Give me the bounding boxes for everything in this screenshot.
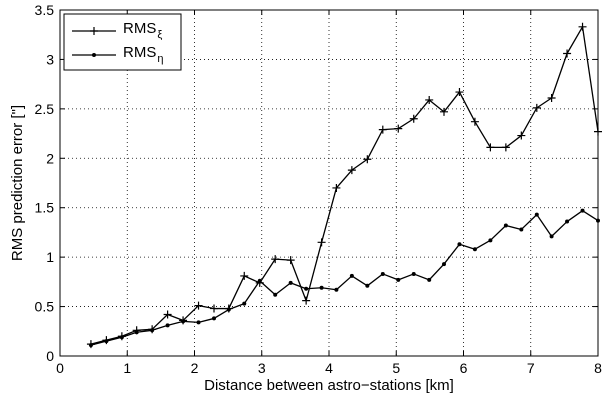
data-point [378, 125, 387, 134]
x-tick-label: 5 [392, 360, 400, 376]
data-point [319, 285, 324, 290]
y-tick-label: 1.5 [35, 200, 55, 216]
data-point [457, 242, 462, 247]
data-point [425, 95, 434, 104]
y-tick-label: 2 [46, 150, 54, 166]
data-point [302, 296, 311, 305]
data-point [288, 280, 293, 285]
x-tick-label: 3 [258, 360, 266, 376]
data-point [304, 286, 309, 291]
data-point [532, 103, 541, 112]
data-point [273, 292, 278, 297]
data-point [332, 183, 341, 192]
data-point [134, 330, 139, 335]
data-point [470, 117, 479, 126]
x-tick-label: 1 [123, 360, 131, 376]
data-point [441, 262, 446, 267]
data-point [565, 219, 570, 224]
data-point [396, 277, 401, 282]
data-point [380, 271, 385, 276]
data-point [501, 143, 510, 152]
series-line [90, 26, 599, 345]
legend-entry: RMSη [72, 44, 163, 65]
y-tick-label: 1 [46, 249, 54, 265]
data-point [242, 301, 247, 306]
data-point [503, 223, 508, 228]
data-point [549, 234, 554, 239]
data-point [472, 247, 477, 252]
data-point [439, 107, 448, 116]
data-point [317, 238, 326, 247]
x-tick-label: 4 [325, 360, 333, 376]
grid [60, 10, 598, 356]
series-layer [86, 22, 602, 349]
y-tick-label: 0.5 [35, 299, 55, 315]
data-point [488, 238, 493, 243]
data-point [271, 255, 280, 264]
legend-label-subscript: ξ [157, 29, 162, 41]
y-tick-label: 2.5 [35, 101, 55, 117]
data-point [88, 343, 93, 348]
data-point [194, 301, 203, 310]
data-point [578, 22, 587, 31]
x-tick-label: 0 [56, 360, 64, 376]
ticks: 0 1 2 3 4 5 6 7 8 0 0.5 1 1.5 2 2.5 3 3.5 [35, 2, 602, 376]
series-1 [86, 22, 602, 349]
data-point [226, 307, 231, 312]
data-point [455, 88, 464, 97]
legend-label: RMSη [123, 44, 163, 65]
data-point [563, 49, 572, 58]
x-tick-label: 7 [527, 360, 535, 376]
data-point [519, 227, 524, 232]
data-point [286, 256, 295, 265]
series-line [90, 210, 599, 346]
data-point [165, 323, 170, 328]
legend-box [63, 13, 182, 71]
data-point [517, 131, 526, 140]
x-tick-label: 2 [191, 360, 199, 376]
legend-entry: RMSξ [72, 20, 162, 41]
x-tick-label: 6 [460, 360, 468, 376]
legend-label-subscript: η [157, 53, 163, 65]
data-point [119, 335, 124, 340]
y-tick-label: 0 [46, 348, 54, 364]
data-point [212, 316, 217, 321]
data-point [547, 93, 556, 102]
y-tick-label: 3 [46, 51, 54, 67]
data-point [363, 155, 372, 164]
data-point [580, 208, 585, 213]
legend: RMSξ RMSη [63, 13, 182, 71]
data-point [163, 310, 172, 319]
data-point [349, 273, 354, 278]
data-point [347, 166, 356, 175]
x-tick-label: 8 [594, 360, 602, 376]
data-point [411, 271, 416, 276]
data-point [409, 114, 418, 123]
series-2 [88, 208, 600, 348]
data-point [427, 277, 432, 282]
data-point [365, 283, 370, 288]
legend-label: RMSξ [123, 20, 162, 41]
data-point [196, 320, 201, 325]
data-point [394, 124, 403, 133]
data-point [334, 287, 339, 292]
data-point [150, 328, 155, 333]
data-point [104, 339, 109, 344]
x-axis-label: Distance between astro−stations [km] [204, 377, 454, 394]
legend-marker [90, 27, 98, 35]
data-point [534, 212, 539, 217]
legend-marker [92, 53, 96, 57]
data-point [210, 304, 219, 313]
y-axis-label: RMS prediction error ["] [9, 105, 26, 261]
y-tick-label: 3.5 [35, 2, 55, 18]
data-point [240, 271, 249, 280]
data-point [181, 319, 186, 324]
data-point [486, 143, 495, 152]
data-point [257, 278, 262, 283]
